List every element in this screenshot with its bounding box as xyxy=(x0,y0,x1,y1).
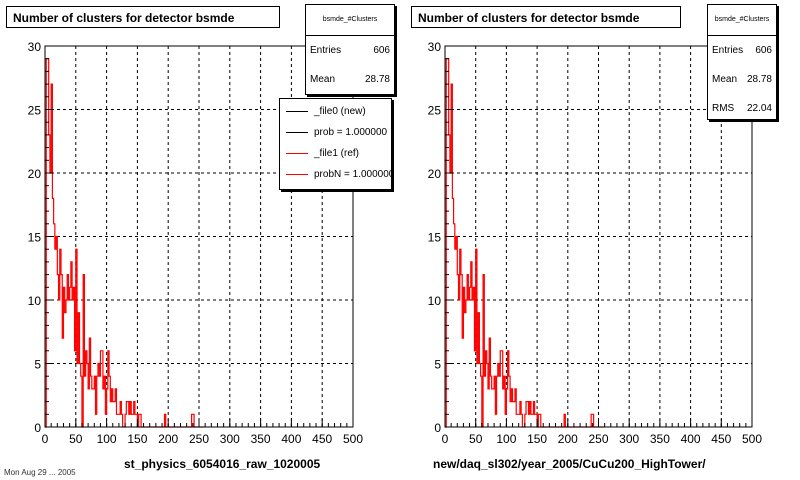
x-tick-label: 100 xyxy=(496,432,516,446)
right-stats-row: Entries 606 xyxy=(708,36,776,65)
left-x-axis-label: st_physics_6054016_raw_1020005 xyxy=(124,457,321,471)
stats-label: Entries xyxy=(712,45,744,56)
right-x-axis-label: new/daq_sl302/year_2005/CuCu200_HighTowe… xyxy=(433,457,706,471)
right-stats-row: RMS 22.04 xyxy=(708,94,776,123)
x-tick-label: 250 xyxy=(588,432,608,446)
stats-value: 22.04 xyxy=(746,103,772,114)
x-tick-label: 400 xyxy=(681,432,701,446)
stats-label: Mean xyxy=(712,74,738,85)
x-tick-label: 150 xyxy=(127,432,147,446)
x-tick-label: 450 xyxy=(711,432,731,446)
x-tick-label: 400 xyxy=(281,432,301,446)
legend-swatch-ref xyxy=(286,174,308,175)
x-tick-label: 300 xyxy=(220,432,240,446)
stats-value: 28.78 xyxy=(364,74,390,85)
y-tick-label: 5 xyxy=(434,358,441,372)
left-stats-row: Entries 606 xyxy=(306,36,394,65)
left-legend: _file0 (new) prob = 1.000000 _file1 (ref… xyxy=(279,98,392,190)
x-tick-label: 250 xyxy=(189,432,209,446)
y-tick-label: 10 xyxy=(428,294,442,308)
histogram-series-ref xyxy=(45,58,204,428)
legend-item: prob = 1.000000 xyxy=(280,122,391,143)
y-tick-label: 30 xyxy=(28,40,42,54)
y-tick-label: 0 xyxy=(434,421,441,435)
x-tick-label: 200 xyxy=(158,432,178,446)
y-tick-label: 30 xyxy=(428,40,442,54)
x-tick-label: 500 xyxy=(343,432,363,446)
x-tick-label: 200 xyxy=(558,432,578,446)
right-chart-title: Number of clusters for detector bsmde xyxy=(411,6,681,28)
stats-value: 606 xyxy=(755,45,772,56)
legend-swatch-new xyxy=(286,132,308,133)
x-tick-label: 500 xyxy=(742,432,762,446)
left-plot: 0 50 100 150 200 250 300 350 400 450 500 0 5 10 15 20 25… xyxy=(28,40,364,446)
left-chart-title: Number of clusters for detector bsmde xyxy=(6,6,280,28)
left-stats-name: bsmde_#Clusters xyxy=(306,5,394,36)
legend-label: _file0 (new) xyxy=(314,106,366,117)
legend-label: prob = 1.000000 xyxy=(314,127,388,138)
stats-label: Entries xyxy=(310,45,342,56)
legend-label: probN = 1.000000 xyxy=(314,169,392,180)
legend-swatch-ref xyxy=(286,153,308,154)
x-tick-label: 0 xyxy=(42,432,49,446)
stats-value: 606 xyxy=(373,45,390,56)
x-tick-label: 50 xyxy=(469,432,483,446)
histogram-series-ref xyxy=(445,58,604,428)
x-tick-label: 350 xyxy=(251,432,271,446)
right-stats-row: Mean 28.78 xyxy=(708,65,776,94)
y-tick-label: 25 xyxy=(28,104,42,118)
right-plot: 0 50 100 150 200 250 300 350 400 450 500 0 5 10 15 20 25… xyxy=(428,40,763,446)
y-tick-label: 25 xyxy=(428,104,442,118)
y-tick-label: 15 xyxy=(428,231,442,245)
y-tick-label: 0 xyxy=(34,421,41,435)
left-footer-timestamp: Mon Aug 29 ... 2005 xyxy=(4,468,76,477)
left-stats-box: bsmde_#Clusters Entries 606 Mean 28.78 xyxy=(305,4,395,95)
y-tick-label: 5 xyxy=(34,358,41,372)
legend-swatch-new xyxy=(286,111,308,112)
x-tick-label: 0 xyxy=(442,432,449,446)
stats-label: Mean xyxy=(310,74,336,85)
right-stats-name: bsmde_#Clusters xyxy=(708,5,776,36)
x-tick-label: 450 xyxy=(312,432,332,446)
y-tick-label: 15 xyxy=(28,231,42,245)
x-tick-label: 100 xyxy=(97,432,117,446)
legend-item: probN = 1.000000 xyxy=(280,164,391,185)
x-tick-label: 300 xyxy=(619,432,639,446)
stats-value: 28.78 xyxy=(746,74,772,85)
x-tick-label: 50 xyxy=(69,432,83,446)
right-stats-box: bsmde_#Clusters Entries 606 Mean 28.78 R… xyxy=(707,4,777,120)
y-tick-label: 20 xyxy=(28,167,42,181)
legend-item: _file0 (new) xyxy=(280,101,391,122)
legend-label: _file1 (ref) xyxy=(314,148,360,159)
x-tick-label: 350 xyxy=(650,432,670,446)
y-tick-label: 10 xyxy=(28,294,42,308)
stats-label: RMS xyxy=(712,103,735,114)
left-stats-row: Mean 28.78 xyxy=(306,65,394,94)
x-tick-label: 150 xyxy=(527,432,547,446)
legend-item: _file1 (ref) xyxy=(280,143,391,164)
y-tick-label: 20 xyxy=(428,167,442,181)
